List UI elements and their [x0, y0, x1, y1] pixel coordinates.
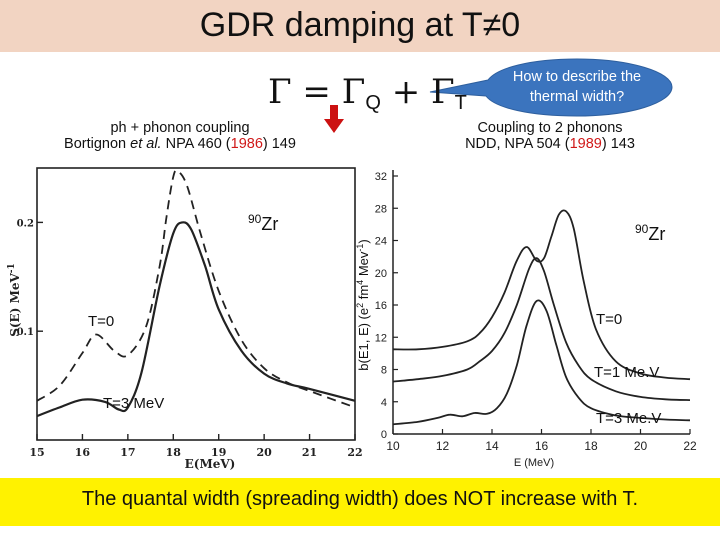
right-xtick-label: 10 [386, 439, 400, 453]
left-label-t0: T=0 [88, 313, 114, 330]
left-ylabel-text: S(E) MeV [8, 273, 22, 337]
bubble-line-1: How to describe the [512, 69, 642, 85]
right-cite-pages: ) 143 [601, 136, 635, 152]
right-ytick-label: 28 [375, 203, 387, 215]
right-xlabel: E (MeV) [514, 457, 554, 469]
right-cite-year: 1989 [569, 136, 602, 152]
left-caption-line1: ph + phonon coupling [110, 120, 250, 136]
right-xtick-label: 22 [683, 439, 697, 453]
right-ylabel-text: b(E1, E) (e [356, 308, 371, 371]
right-nucleus-symbol: Zr [648, 224, 665, 244]
right-ytick-label: 20 [375, 268, 387, 280]
left-ylabel-exp: -1 [7, 263, 17, 273]
right-nucleus-label: 90Zr [635, 222, 665, 244]
left-ytick-label: 0.2 [17, 218, 34, 229]
left-xtick-label: 22 [347, 446, 362, 459]
right-series-t3-line [392, 299, 691, 426]
left-xtick-label: 19 [211, 446, 226, 459]
formula-sub-q: Q [365, 92, 381, 114]
right-ytick-label: 16 [375, 300, 387, 312]
left-caption-line2: Bortignon et al. NPA 460 (1986) 149 [40, 136, 320, 152]
left-xtick-label: 18 [166, 446, 182, 459]
right-caption: Coupling to 2 phonons NDD, NPA 504 (1989… [440, 120, 660, 152]
bubble-text: How to describe the thermal width? [484, 67, 670, 107]
right-ytick-label: 4 [381, 397, 387, 409]
right-ylabel-sup2: 4 [355, 280, 365, 285]
left-caption: ph + phonon coupling Bortignon et al. NP… [40, 120, 320, 152]
left-xtick-label: 21 [302, 446, 317, 459]
left-cite-author: Bortignon [64, 136, 131, 152]
speech-bubble [429, 58, 673, 117]
left-ytick-label: 0.1 [17, 327, 34, 338]
bubble-line-2: thermal width? [529, 89, 625, 105]
right-xtick-label: 20 [634, 439, 648, 453]
formula-gamma-q: Γ [341, 72, 366, 112]
right-xtick-label: 12 [436, 439, 450, 453]
right-ylabel-close: ) [356, 239, 371, 243]
right-ytick-label: 32 [375, 171, 387, 183]
bottom-highlight-bar [0, 478, 720, 526]
right-xtick-label: 14 [485, 439, 499, 453]
right-xtick-label: 18 [584, 439, 598, 453]
left-nucleus-symbol: Zr [261, 214, 278, 234]
right-label-t1: T=1 Me.V [594, 364, 659, 381]
left-cite-pages: ) 149 [262, 136, 296, 152]
left-series-t0-line [36, 169, 356, 409]
title-bar [0, 0, 720, 52]
bottom-conclusion: The quantal width (spreading width) does… [81, 488, 639, 510]
left-chart-frame [36, 167, 356, 441]
formula-sub-t: T [454, 92, 467, 114]
left-xtick-label: 15 [29, 446, 44, 459]
left-cite-year: 1986 [230, 136, 263, 152]
right-ylabel-sup1: 2 [355, 303, 365, 308]
left-cite-etal: et al. [130, 136, 162, 152]
formula-plus: + [391, 72, 421, 112]
red-down-arrow-icon [324, 105, 344, 133]
right-label-t0: T=0 [596, 311, 622, 328]
right-caption-line2: NDD, NPA 504 (1989) 143 [440, 136, 660, 152]
right-ytick-label: 8 [381, 365, 387, 377]
right-series-t1-line [392, 257, 691, 401]
right-series-t0-line [392, 209, 691, 381]
formula-gamma: Γ [268, 72, 292, 112]
width-formula: Γ = ΓQ + ΓT [268, 72, 467, 115]
left-label-t3: T=3 MeV [103, 395, 164, 412]
right-cite-journal: NDD, NPA 504 ( [465, 136, 570, 152]
svg-text:b(E1, E) (e2 fm4 Mev-1): b(E1, E) (e2 fm4 Mev-1) [355, 239, 371, 370]
left-cite-journal: NPA 460 ( [161, 136, 231, 152]
left-xtick-label: 20 [256, 446, 272, 459]
formula-equals: = [302, 72, 331, 112]
left-nucleus-label: 90Zr [248, 212, 278, 234]
right-ylabel-end: Mev [356, 251, 371, 280]
left-series-t3-line [36, 221, 356, 418]
right-ylabel-sup3: -1 [355, 244, 365, 252]
right-ytick-label: 0 [381, 429, 387, 441]
right-caption-line1: Coupling to 2 phonons [477, 120, 623, 136]
right-nucleus-mass: 90 [635, 222, 649, 236]
svg-text:S(E) MeV-1: S(E) MeV-1 [7, 263, 22, 337]
formula-gamma-t: Γ [431, 72, 455, 112]
left-xlabel: E(MeV) [185, 457, 236, 471]
right-xtick-label: 16 [535, 439, 549, 453]
left-xtick-label: 17 [120, 446, 135, 459]
left-xtick-label: 16 [75, 446, 91, 459]
right-ytick-label: 24 [375, 236, 387, 248]
right-ylabel-mid: fm [356, 285, 371, 303]
left-ylabel: S(E) MeV-1 [7, 263, 22, 337]
left-chart: 15 16 17 18 19 20 21 22 0.20.1 E(MeV) S(E) MeV-… [7, 167, 363, 471]
left-nucleus-mass: 90 [248, 212, 262, 226]
right-ylabel: b(E1, E) (e2 fm4 Mev-1) [355, 239, 371, 370]
right-label-t3: T=3 Me.V [596, 410, 661, 427]
speech-bubble-shape [429, 58, 673, 117]
slide-title: GDR damping at T≠0 [199, 6, 521, 44]
right-ytick-label: 12 [375, 332, 387, 344]
